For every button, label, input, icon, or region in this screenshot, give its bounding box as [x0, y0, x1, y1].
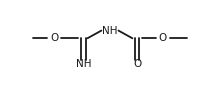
Text: O: O [50, 33, 58, 43]
Text: NH: NH [76, 59, 91, 69]
Text: O: O [133, 59, 141, 69]
Text: O: O [159, 33, 167, 43]
Text: NH: NH [102, 26, 118, 36]
